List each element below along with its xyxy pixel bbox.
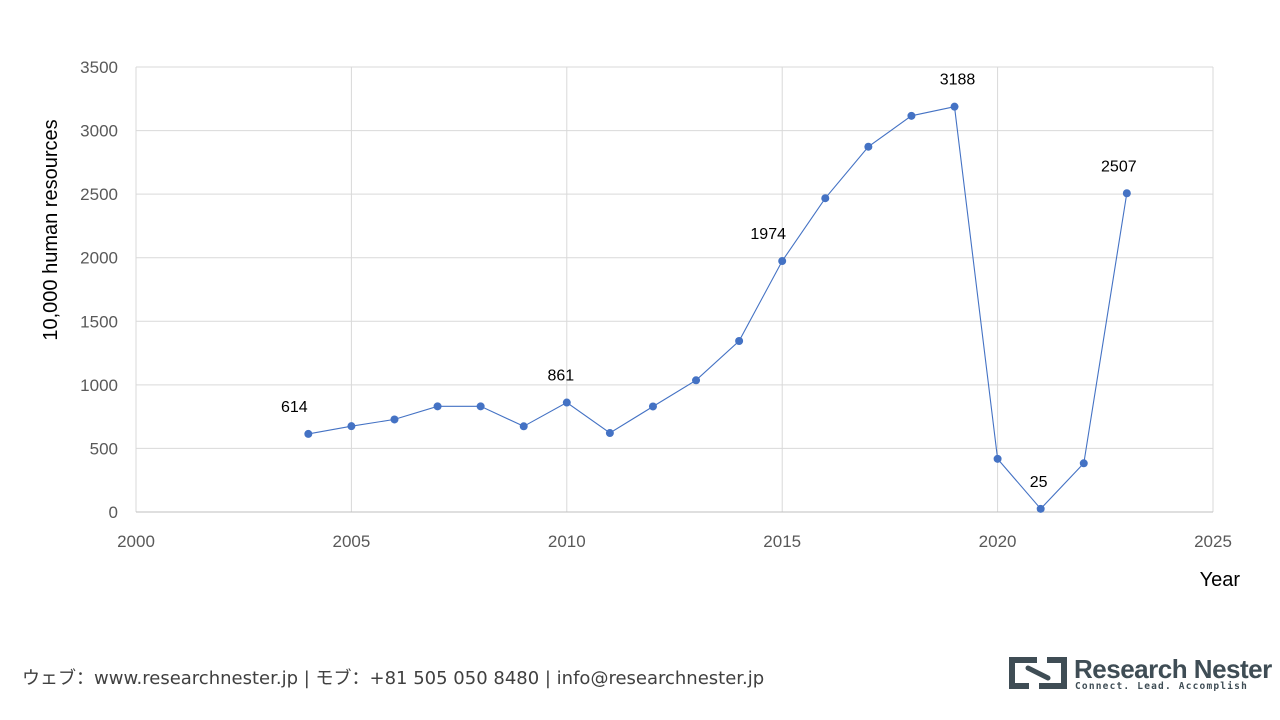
contact-footer: ウェブ：www.researchnester.jp | モブ：+81 505 0… bbox=[22, 668, 765, 689]
data-point bbox=[1122, 189, 1131, 198]
series-line bbox=[308, 106, 1128, 510]
data-point bbox=[390, 415, 399, 424]
x-tick-label: 2025 bbox=[1194, 532, 1232, 551]
x-tick-label: 2010 bbox=[548, 532, 586, 551]
y-tick-label: 1000 bbox=[80, 376, 118, 395]
y-tick-label: 3000 bbox=[80, 122, 118, 141]
data-point bbox=[347, 422, 356, 431]
line-chart: 0 500 1000 1500 2000 2500 3000 3500 2000 2005 2010… bbox=[40, 58, 1241, 591]
y-tick-label: 2000 bbox=[80, 249, 118, 268]
data-point bbox=[1036, 504, 1045, 513]
data-label: 614 bbox=[281, 399, 308, 416]
data-label: 861 bbox=[547, 368, 574, 385]
company-logo: Research Nester Connect. Lead. Accomplis… bbox=[1008, 654, 1272, 694]
y-tick-label: 3500 bbox=[80, 58, 118, 77]
data-label: 2507 bbox=[1101, 158, 1137, 175]
gridlines bbox=[135, 66, 1214, 513]
data-point bbox=[1079, 459, 1088, 468]
axes: 0 500 1000 1500 2000 2500 3000 3500 2000 2005 2010… bbox=[80, 58, 1232, 551]
data-point bbox=[735, 336, 744, 345]
data-point bbox=[821, 194, 830, 203]
data-point bbox=[519, 422, 528, 431]
data-point bbox=[993, 454, 1002, 463]
x-tick-label: 2015 bbox=[763, 532, 801, 551]
data-point bbox=[950, 102, 959, 111]
data-label: 1974 bbox=[750, 226, 786, 243]
y-tick-label: 0 bbox=[109, 503, 118, 522]
y-tick-label: 1500 bbox=[80, 312, 118, 331]
x-tick-label: 2005 bbox=[332, 532, 370, 551]
data-series bbox=[304, 102, 1131, 513]
y-tick-label: 2500 bbox=[80, 185, 118, 204]
data-point bbox=[907, 111, 916, 120]
data-point bbox=[648, 402, 657, 411]
data-point bbox=[562, 398, 571, 407]
data-point bbox=[605, 429, 614, 438]
data-point bbox=[476, 402, 485, 411]
data-point bbox=[778, 257, 787, 266]
data-point bbox=[692, 376, 701, 385]
data-point bbox=[304, 429, 313, 438]
data-point bbox=[433, 402, 442, 411]
logo-name: Research Nester bbox=[1074, 654, 1272, 684]
logo-tagline: Connect. Lead. Accomplish bbox=[1075, 681, 1248, 692]
y-tick-label: 500 bbox=[90, 439, 118, 458]
data-label: 25 bbox=[1030, 474, 1048, 491]
research-nester-logo-icon bbox=[1009, 657, 1067, 689]
x-axis-title: Year bbox=[1200, 569, 1241, 591]
data-label: 3188 bbox=[940, 72, 976, 89]
data-labels: 614 861 1974 3188 25 2507 bbox=[281, 72, 1137, 491]
y-axis-title: 10,000 human resources bbox=[40, 119, 62, 340]
data-point bbox=[864, 142, 873, 151]
x-tick-label: 2020 bbox=[979, 532, 1017, 551]
x-tick-label: 2000 bbox=[117, 532, 155, 551]
